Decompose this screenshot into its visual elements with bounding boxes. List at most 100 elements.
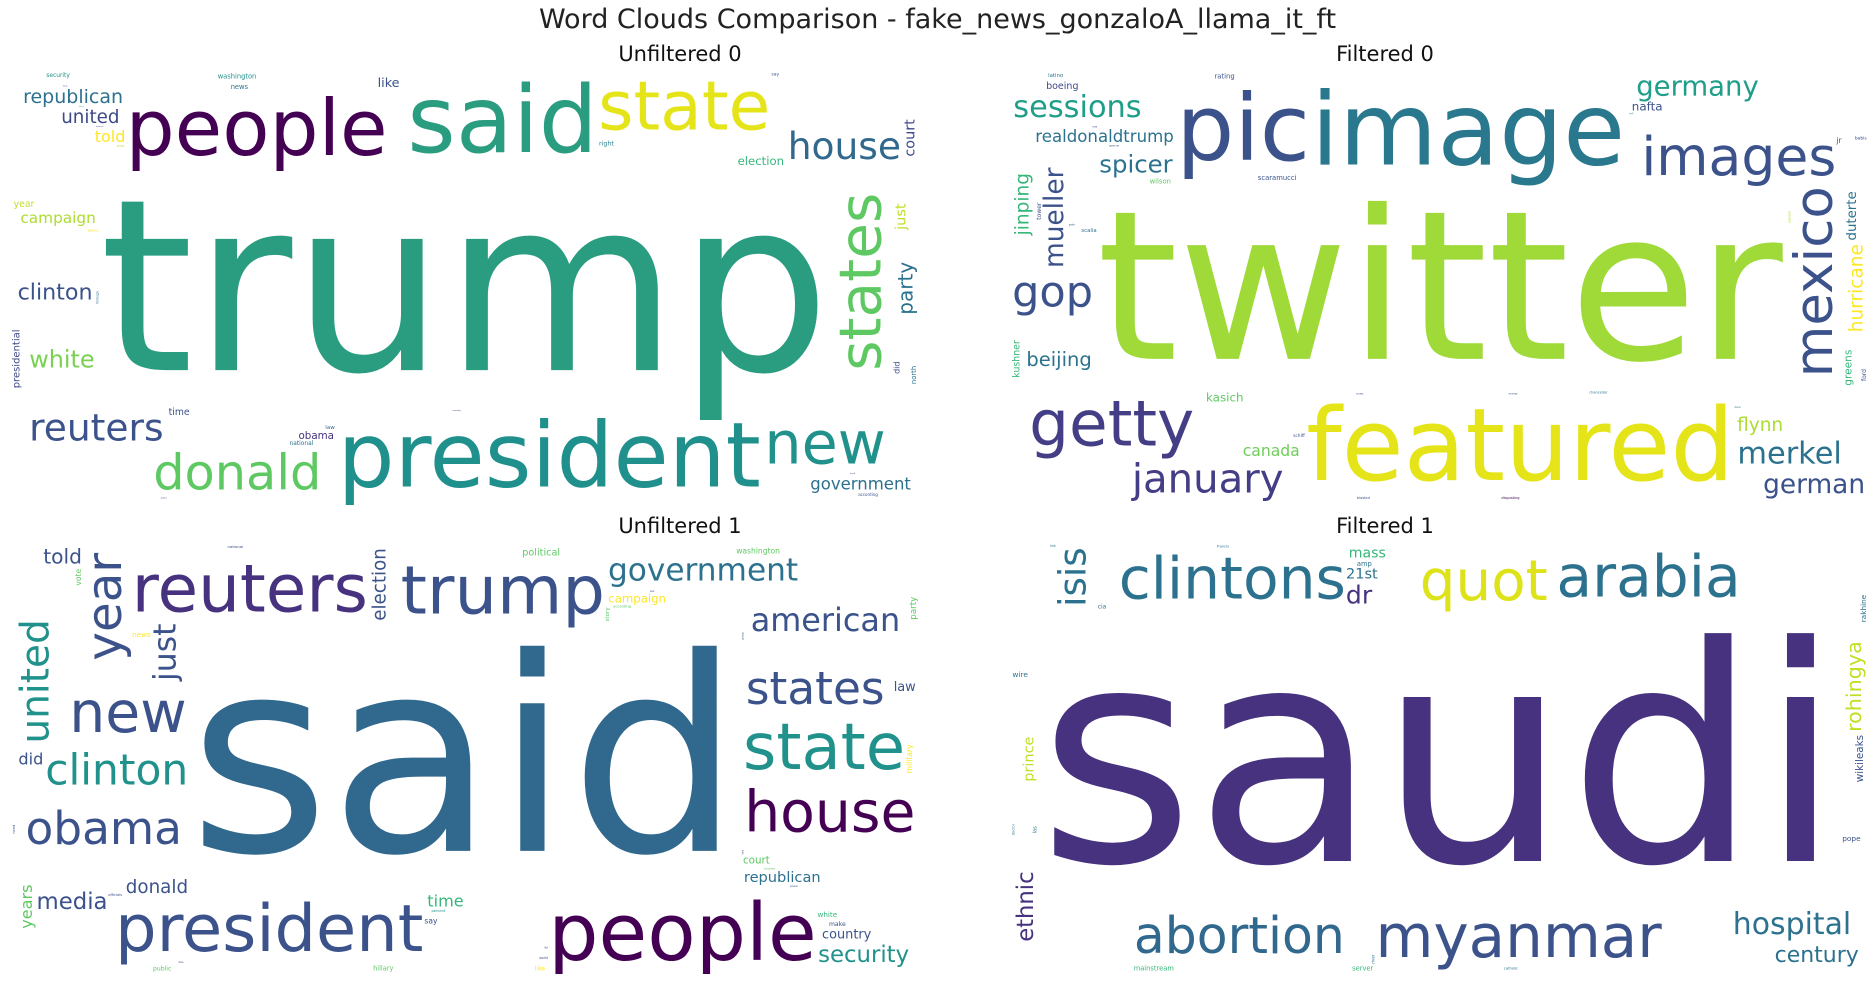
word-states: states [827,193,895,371]
word-president: president [338,405,761,506]
word-presidential: presidential [12,329,23,388]
word-mainstream: mainstream [1134,965,1174,973]
word-scaramucci: scaramucci [1258,174,1297,182]
word-obama: obama [299,430,335,442]
word-court: court [902,119,918,157]
word-realdonaldtrump: realdonaldtrump [1035,127,1174,146]
word-just: just [148,624,184,682]
word-trump: trump [100,147,831,427]
word-bannon: bannon [1787,211,1791,223]
word-fbi: fbi [545,946,549,950]
word-make: make [829,921,846,928]
word-american: american [751,601,901,639]
word-house: house [788,124,901,168]
word-link: link [1050,544,1056,548]
word-ross: ross [1092,125,1098,128]
word-law: law [325,425,335,431]
word-election: election [738,154,784,168]
word-year: year [77,553,133,661]
word-german: german [1763,469,1865,500]
word-cloud-unfiltered-1: said trump people president state reuters clin… [10,542,920,974]
word-say: say [771,73,779,78]
word-officials: officials [108,893,122,897]
word-january: january [1131,457,1284,503]
word-merkel: merkel [1737,437,1841,472]
word-arabia: arabia [1556,543,1740,611]
word-palm: palm [1069,222,1076,226]
word-right: right [599,141,614,148]
word-time: time [169,407,190,418]
word-featured: featured [1306,386,1734,504]
figure-title: Word Clouds Comparison - fake_news_gonza… [538,4,1337,35]
word-scalia: scalia [1081,228,1096,234]
word-wire: wire [1012,670,1028,679]
word-rakhine: rakhine [1859,594,1868,622]
word-washington: washington [736,546,780,555]
word-long: long [63,86,68,88]
word-foreign: foreign [96,291,100,304]
word-white: white [818,910,838,919]
word-greens: greens [1843,350,1855,386]
word-public: public [161,497,168,499]
word-like: like [535,965,546,972]
panel-title-unfiltered-1: Unfiltered 1 [618,514,742,538]
word-wilson: wilson [1150,178,1171,186]
word-states: states [746,662,885,715]
word-disgusting: disgusting [1501,496,1519,500]
word-babis: babis [1855,136,1867,142]
word-mass: mass [1349,546,1386,562]
word-canada: canada [1243,442,1300,460]
word-government: government [608,552,798,588]
word-sessions: sessions [1013,90,1141,125]
word-clinton: clinton [18,280,93,306]
word-court: court [743,855,770,867]
word-cloud-filtered-1: saudi quot myanmar rohingya abortion clintons… [1010,542,1870,974]
word-group: group [117,145,125,148]
word-help: help [741,849,744,854]
word-did: did [18,750,43,769]
word-war: war [650,590,656,593]
word-did: did [893,362,902,374]
word-gop: gop [1012,268,1093,318]
word-nunes: nunes [1356,393,1364,396]
word-myanmar: myanmar [1376,903,1663,972]
word-golf: golf [1629,113,1633,115]
word-just: just [894,203,910,231]
word-daca: daca [1735,405,1741,409]
word-doctor: doctor [1012,823,1016,835]
word-president: president [115,891,423,967]
word-media: media [37,889,108,915]
word-server: server [1352,965,1373,973]
word-group: group [742,632,745,640]
word-security: security [46,73,70,79]
word-told: told [43,544,82,568]
word-boeing: boeing [1046,81,1078,92]
word-police: police [88,229,99,233]
word-time: time [427,892,463,911]
word-clinton: clinton [45,746,188,795]
word-according: according [613,604,631,608]
word-news: news [231,83,249,91]
word-story: story [605,607,611,622]
word-tower: tower [1036,202,1043,220]
word-years: years [17,885,36,929]
word-pic: pic [1176,75,1310,182]
word-hurricane: hurricane [1846,244,1867,332]
word-flynn: flynn [1737,415,1783,436]
word-campaign: campaign [20,209,95,227]
word-need: need [12,825,16,834]
word-congress: congress [764,867,776,870]
word-jr: jr [1835,136,1842,145]
word-government: government [810,475,911,494]
word-public: public [153,965,171,972]
word-obama: obama [26,802,182,855]
word-political: political [522,548,560,559]
word-image: image [1311,71,1625,189]
word-cia: cia [1098,604,1107,610]
word-security: security [818,942,909,968]
word-people: people [126,84,388,174]
word-prince: prince [1022,736,1038,781]
word-does: does [178,961,184,964]
word-new: new [764,410,885,478]
word-women: women [96,126,104,128]
